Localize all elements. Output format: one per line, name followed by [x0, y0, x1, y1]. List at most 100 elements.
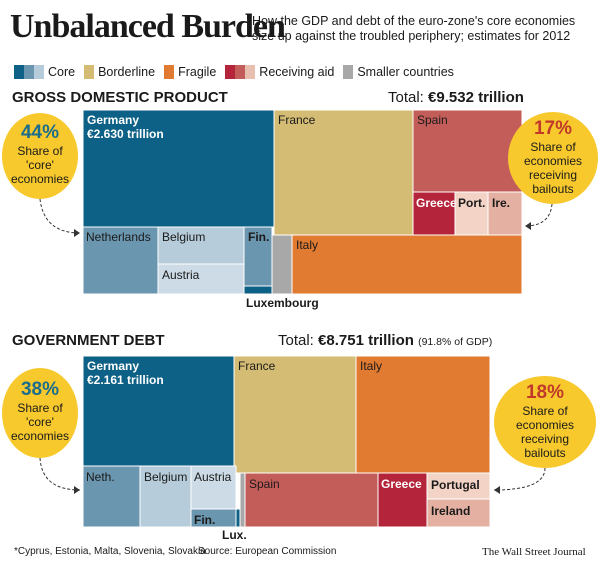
debt-label-greece: Greece [381, 477, 422, 491]
gdp-cell-belgium [157, 226, 245, 265]
legend-label-core: Core [48, 65, 76, 79]
debt-label-fin: Fin. [194, 513, 215, 527]
gdp-label-spain: Spain [417, 113, 448, 127]
gdp-treemap: Germany€2.630 trillion France Spain Greece P… [82, 109, 523, 310]
gdp-label-austria: Austria [162, 268, 200, 282]
debt-cell-neth [82, 465, 141, 528]
gdp-cell-luxembourg [243, 285, 273, 295]
gdp-label-greece: Greece [416, 196, 457, 210]
legend-label-smaller: Smaller countries [357, 65, 454, 79]
legend-label-receiving-aid: Receiving aid [259, 65, 335, 79]
legend-item-borderline: Borderline [84, 65, 155, 79]
gdp-aid-arrow-head [525, 222, 531, 230]
debt-cell-spain [244, 472, 379, 528]
gdp-cell-greece [412, 191, 456, 236]
debt-aid-share-text-3: receiving [520, 432, 570, 446]
legend-item-receiving-aid: Receiving aid [225, 65, 334, 79]
legend-label-borderline: Borderline [98, 65, 156, 79]
debt-aid-arrow-head [494, 486, 500, 494]
debt-total-note: (91.8% of GDP) [418, 336, 493, 348]
debt-aid-share-text-2: economies [515, 418, 575, 432]
debt-section-title: GOVERNMENT DEBT [12, 332, 165, 349]
gdp-cell-ire [487, 191, 523, 236]
debt-label-germany: Germany [87, 359, 139, 373]
gdp-total-label: Total: [388, 89, 424, 106]
gdp-core-share-text-3: economies [10, 172, 70, 186]
gdp-cell-germany [82, 109, 275, 228]
legend-item-smaller: Smaller countries [343, 65, 454, 79]
gdp-label-fin: Fin. [248, 230, 269, 244]
debt-label-spain: Spain [249, 477, 280, 491]
gdp-core-arrow [39, 198, 81, 234]
debt-cell-smaller-countries [239, 472, 246, 528]
debt-core-share-text-3: economies [10, 429, 70, 443]
gdp-label-port: Port. [458, 196, 485, 210]
debt-total-value: €8.751 trillion [318, 332, 414, 349]
debt-label-italy: Italy [360, 359, 382, 373]
gdp-total: Total: €9.532 trillion [388, 89, 524, 106]
debt-label-lux: Lux. [222, 528, 247, 542]
footer-note: *Cyprus, Estonia, Malta, Slovenia, Slova… [14, 546, 206, 557]
gdp-aid-share-pct: 17% [533, 118, 573, 139]
gdp-aid-share-text-1: Share of [530, 140, 576, 154]
debt-cell-france [233, 355, 357, 474]
gdp-label-italy: Italy [296, 238, 318, 252]
debt-total-label: Total: [278, 332, 314, 349]
debt-cell-greece [377, 472, 428, 528]
debt-treemap: Germany€2.161 trillion France Italy Neth. Be… [82, 355, 491, 542]
annotation-arrows [39, 198, 553, 494]
debt-core-share-bubble: 38% Share of 'core' economies [2, 368, 78, 458]
gdp-core-arrow-head [74, 229, 80, 237]
gdp-label-luxembourg: Luxembourg [246, 296, 319, 310]
legend-swatch-aid-mid [235, 65, 246, 79]
legend: Core Borderline Fragile Receiving aid Sm… [14, 64, 463, 80]
gdp-label-france: France [278, 113, 316, 127]
debt-label-portugal: Portugal [431, 478, 480, 492]
gdp-aid-share-text-3: receiving [528, 168, 578, 182]
gdp-value-germany: €2.630 trillion [87, 127, 164, 141]
debt-cell-italy [355, 355, 491, 474]
debt-label-belgium: Belgium [144, 470, 187, 484]
debt-core-share-pct: 38% [20, 379, 60, 400]
debt-cell-lux [235, 508, 241, 528]
debt-label-neth: Neth. [86, 470, 115, 484]
chart-subtitle: How the GDP and debt of the euro-zone's … [252, 14, 576, 43]
gdp-section-title: GROSS DOMESTIC PRODUCT [12, 89, 228, 106]
gdp-total-value: €9.532 trillion [428, 89, 524, 106]
legend-swatch-core-dark [14, 65, 24, 79]
debt-aid-share-text-4: bailouts [524, 446, 566, 460]
legend-swatch-borderline [84, 65, 95, 79]
debt-cell-portugal [426, 472, 491, 500]
debt-cell-belgium [139, 465, 192, 528]
legend-item-core: Core [14, 65, 75, 79]
gdp-label-ire: Ire. [492, 196, 510, 210]
gdp-label-netherlands: Netherlands [86, 230, 151, 244]
legend-label-fragile: Fragile [178, 65, 217, 79]
legend-swatch-fragile [164, 65, 175, 79]
legend-swatch-core-mid [24, 65, 34, 79]
gdp-core-share-pct: 44% [20, 122, 60, 143]
debt-aid-share-bubble: 18% Share of economies receiving bailout… [494, 376, 596, 468]
gdp-label-belgium: Belgium [162, 230, 205, 244]
gdp-cell-italy [291, 234, 523, 295]
debt-core-share-text-1: Share of [17, 401, 63, 415]
debt-cell-ireland [426, 498, 491, 528]
debt-label-ireland: Ireland [431, 504, 470, 518]
debt-cell-austria [190, 465, 237, 510]
footer-source: Source: European Commission [198, 546, 337, 557]
gdp-core-share-text-2: 'core' [26, 158, 54, 172]
debt-core-arrow [39, 457, 81, 491]
gdp-core-share-text-1: Share of [17, 144, 63, 158]
debt-label-france: France [238, 359, 276, 373]
debt-cell-germany [82, 355, 235, 467]
debt-core-arrow-head [74, 486, 80, 494]
gdp-aid-share-bubble: 17% Share of economies receiving bailout… [508, 112, 598, 204]
gdp-aid-share-text-2: economies [523, 154, 583, 168]
debt-aid-share-text-1: Share of [522, 404, 568, 418]
debt-total: Total: €8.751 trillion (91.8% of GDP) [278, 332, 492, 349]
footer-credit: The Wall Street Journal [482, 546, 586, 558]
debt-core-share-text-2: 'core' [26, 415, 54, 429]
debt-label-austria: Austria [194, 470, 232, 484]
gdp-cell-smaller-countries [271, 234, 293, 295]
